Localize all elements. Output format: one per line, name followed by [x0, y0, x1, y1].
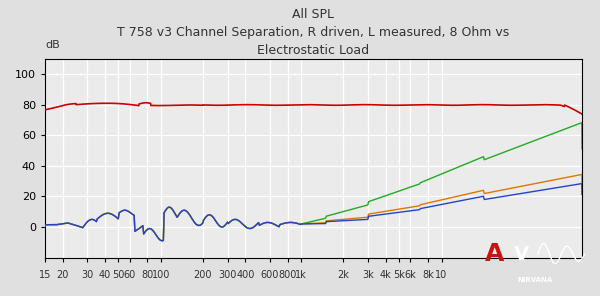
Text: 8k: 8k — [422, 270, 434, 280]
Text: 1k: 1k — [295, 270, 307, 280]
Text: 100: 100 — [152, 270, 170, 280]
Text: 15: 15 — [39, 270, 51, 280]
Text: 50: 50 — [112, 270, 125, 280]
Text: 800: 800 — [278, 270, 297, 280]
Text: 5k: 5k — [394, 270, 405, 280]
Text: 2k: 2k — [337, 270, 349, 280]
Text: V: V — [514, 245, 529, 264]
Text: 10: 10 — [436, 270, 448, 280]
Text: 30: 30 — [81, 270, 94, 280]
Text: 3k: 3k — [362, 270, 374, 280]
Text: 6k: 6k — [404, 270, 416, 280]
Text: 300: 300 — [218, 270, 237, 280]
Text: 60: 60 — [124, 270, 136, 280]
Text: dB: dB — [45, 40, 60, 50]
Text: 20: 20 — [56, 270, 69, 280]
Text: 600: 600 — [261, 270, 279, 280]
Text: 400: 400 — [236, 270, 254, 280]
Text: 40: 40 — [98, 270, 111, 280]
Text: A: A — [485, 242, 504, 266]
Title: All SPL
T 758 v3 Channel Separation, R driven, L measured, 8 Ohm vs
Electrostati: All SPL T 758 v3 Channel Separation, R d… — [118, 8, 509, 57]
Text: 80: 80 — [141, 270, 153, 280]
Text: 4k: 4k — [380, 270, 392, 280]
Text: NIRVANA: NIRVANA — [518, 277, 553, 283]
Text: 200: 200 — [194, 270, 212, 280]
